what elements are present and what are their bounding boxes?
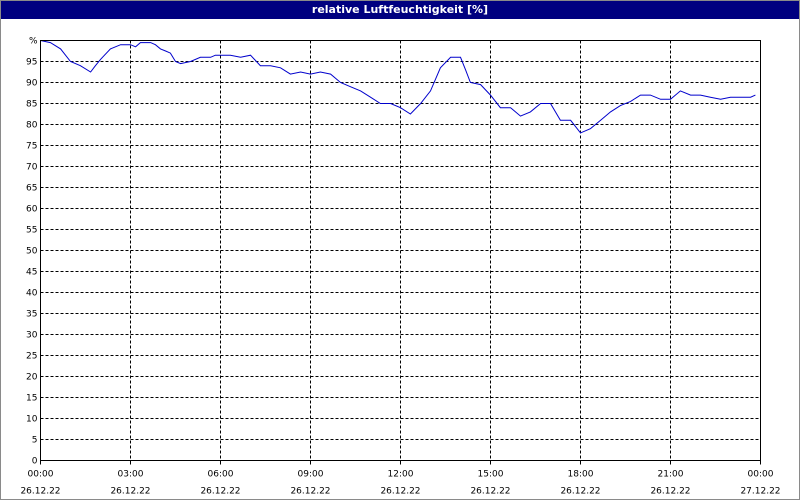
y-tick-label: 75 [26, 142, 37, 152]
x-tick-time-label: 09:00 [298, 470, 324, 480]
x-tick-date-label: 26.12.22 [200, 487, 240, 497]
x-tick-date-label: 26.12.22 [110, 487, 150, 497]
y-tick-label: 80 [26, 121, 38, 131]
y-tick-label: 20 [26, 373, 38, 383]
y-tick-label: 15 [26, 394, 37, 404]
y-tick-label: 85 [26, 100, 37, 110]
x-tick-date-label: 26.12.22 [380, 487, 420, 497]
y-tick-label: 35 [26, 310, 37, 320]
chart-title: relative Luftfeuchtigkeit [%] [1, 1, 799, 19]
x-tick-date-label: 26.12.22 [560, 487, 600, 497]
y-tick-label: 10 [26, 415, 38, 425]
y-tick-label: 25 [26, 352, 37, 362]
x-tick-time-label: 00:00 [28, 470, 54, 480]
x-tick-time-label: 15:00 [478, 470, 504, 480]
x-tick-time-label: 03:00 [118, 470, 144, 480]
y-tick-label: % [29, 37, 38, 47]
x-tick-date-label: 26.12.22 [470, 487, 510, 497]
y-tick-label: 0 [32, 457, 38, 467]
y-tick-label: 50 [26, 247, 38, 257]
y-tick-label: 70 [26, 163, 38, 173]
x-tick-time-label: 18:00 [568, 470, 594, 480]
humidity-series-line [40, 40, 756, 134]
y-tick-label: 45 [26, 268, 37, 278]
y-tick-label: 55 [26, 226, 37, 236]
y-tick-label: 5 [32, 436, 38, 446]
x-tick-date-label: 26.12.22 [290, 487, 330, 497]
y-tick-label: 95 [26, 58, 37, 68]
x-tick-date-label: 26.12.22 [650, 487, 690, 497]
y-tick-label: 65 [26, 184, 37, 194]
x-tick-time-label: 12:00 [388, 470, 414, 480]
plot-area-border [40, 40, 761, 461]
x-tick-date-label: 27.12.22 [740, 487, 780, 497]
x-tick-time-label: 06:00 [208, 470, 234, 480]
y-tick-label: 40 [26, 289, 38, 299]
y-tick-label: 90 [26, 79, 38, 89]
y-tick-label: 30 [26, 331, 38, 341]
y-tick-label: 60 [26, 205, 38, 215]
x-tick-time-label: 21:00 [658, 470, 684, 480]
x-tick-date-label: 26.12.22 [20, 487, 60, 497]
x-tick-time-label: 00:00 [748, 470, 774, 480]
